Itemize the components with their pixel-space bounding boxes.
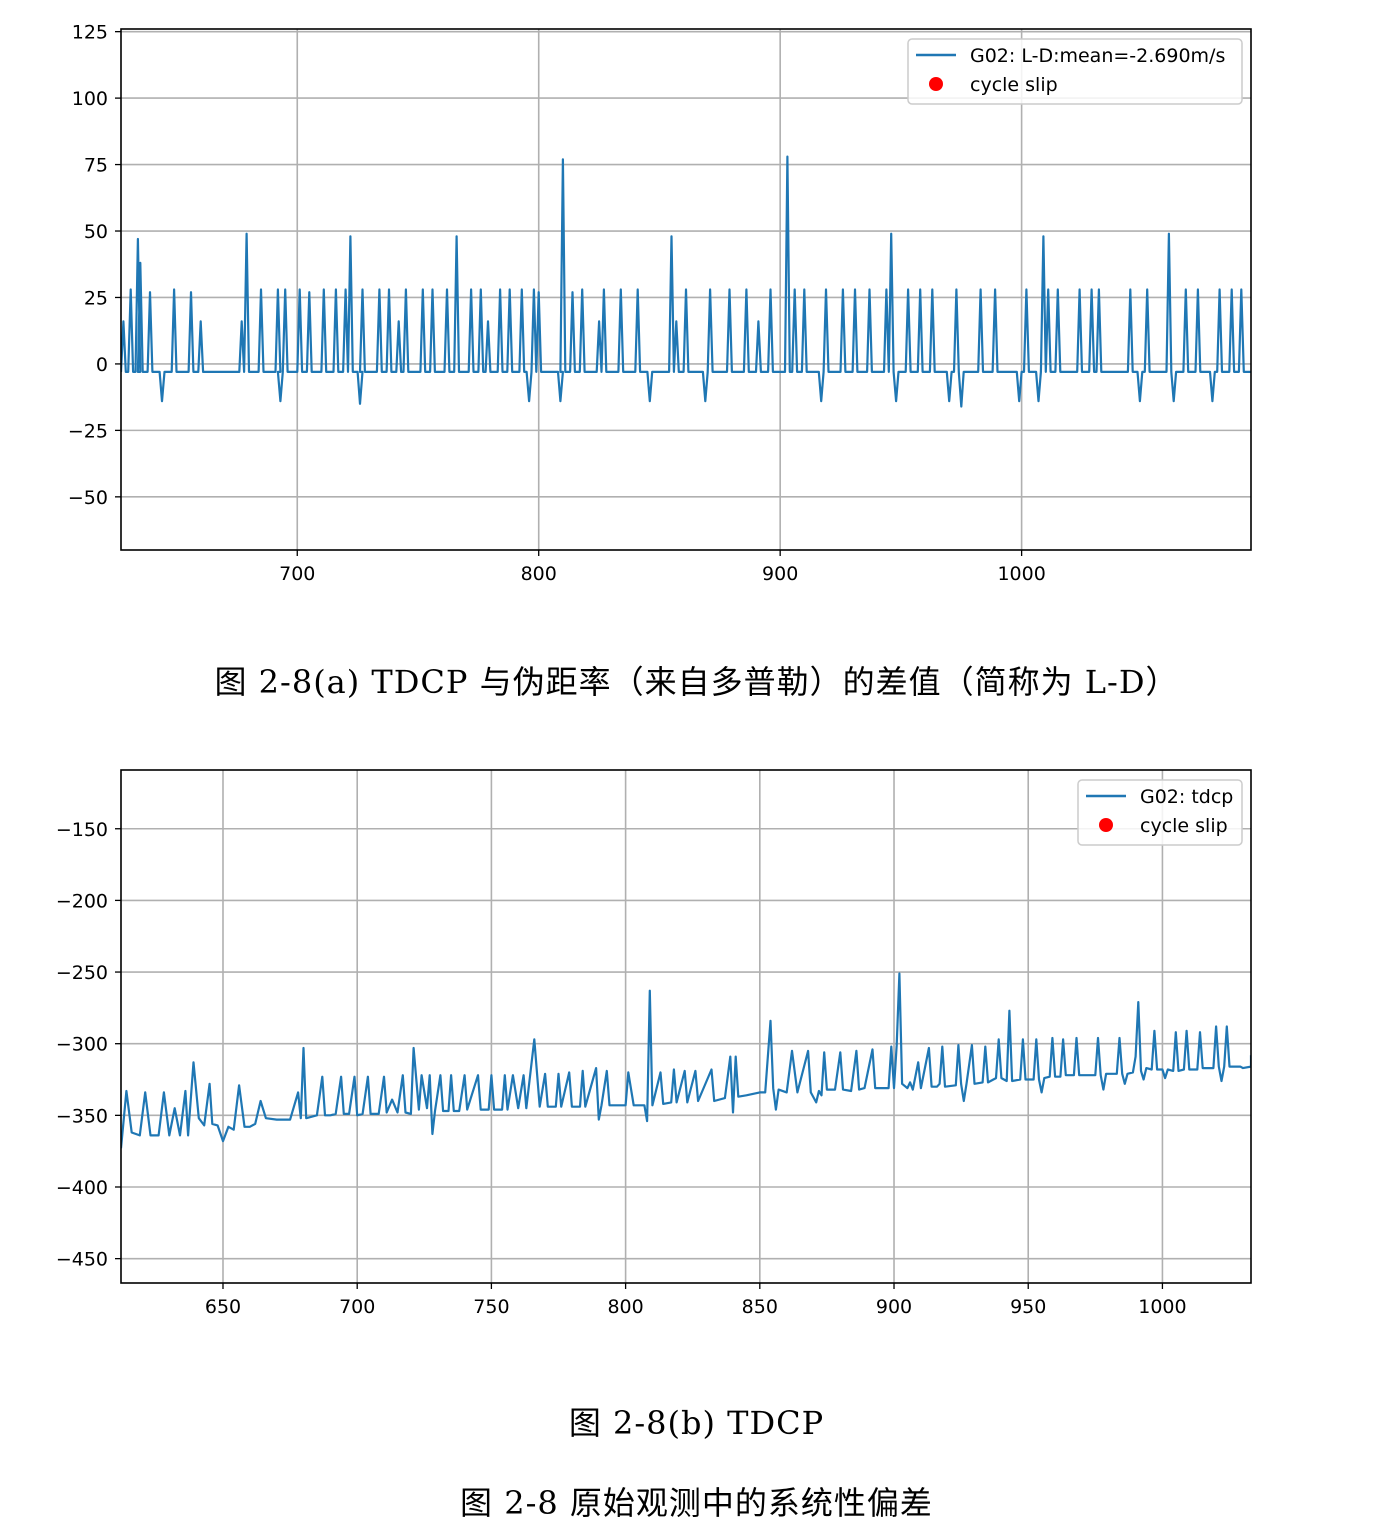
series-line-b <box>121 972 1251 1149</box>
legend-box <box>907 38 1243 105</box>
caption-a: 图 2-8(a) TDCP 与伪距率（来自多普勒）的差值（简称为 L-D） <box>214 663 1179 701</box>
y-tick-label: −25 <box>68 420 108 442</box>
chart-a-svg: 700 800 900 1000 125 100 75 50 25 0 −25 −50 G02: L-D… <box>68 22 1252 585</box>
y-tick-label: 75 <box>84 155 108 177</box>
y-tick-label: −200 <box>56 890 108 912</box>
y-tick-label: 100 <box>72 88 108 110</box>
y-tick-label: −400 <box>56 1177 108 1199</box>
plot-frame <box>120 28 1252 551</box>
y-tick-label: −150 <box>56 819 108 841</box>
legend-label-series: G02: L-D:mean=-2.690m/s <box>970 45 1225 67</box>
x-tick-label: 1000 <box>1138 1296 1186 1318</box>
series-line-a <box>121 155 1251 408</box>
x-tick-label: 950 <box>1010 1296 1046 1318</box>
y-tick-label: 125 <box>72 22 108 44</box>
y-tick-label: −300 <box>56 1034 108 1056</box>
y-tick-label: 25 <box>84 287 108 309</box>
chart-b: 650 700 750 800 850 900 950 1000 −150 −200 −250 −30… <box>0 745 1393 1345</box>
x-tick-label: 800 <box>607 1296 643 1318</box>
x-tick-label: 850 <box>742 1296 778 1318</box>
y-tick-label: 50 <box>84 221 108 243</box>
x-tick-label: 750 <box>473 1296 509 1318</box>
y-tick-label: −50 <box>68 487 108 509</box>
y-tick-label: −450 <box>56 1249 108 1271</box>
x-tick-label: 650 <box>205 1296 241 1318</box>
legend-marker-swatch <box>929 77 943 91</box>
y-tick-label: 0 <box>96 354 108 376</box>
x-tick-label: 1000 <box>997 563 1045 585</box>
legend-marker-swatch <box>1099 818 1113 832</box>
chart-a: 700 800 900 1000 125 100 75 50 25 0 −25 −50 G02: L-D… <box>0 0 1393 600</box>
caption-b: 图 2-8(b) TDCP <box>568 1404 825 1442</box>
x-tick-label: 700 <box>279 563 315 585</box>
plot-frame <box>120 769 1252 1284</box>
x-tick-label: 700 <box>339 1296 375 1318</box>
legend-label-cycle-slip: cycle slip <box>970 74 1058 96</box>
x-tick-label: 900 <box>876 1296 912 1318</box>
chart-b-svg: 650 700 750 800 850 900 950 1000 −150 −200 −250 −30… <box>56 769 1252 1318</box>
legend-label-cycle-slip: cycle slip <box>1140 815 1228 837</box>
legend-label-series: G02: tdcp <box>1140 786 1233 808</box>
x-tick-label: 900 <box>762 563 798 585</box>
y-tick-label: −350 <box>56 1105 108 1127</box>
y-tick-label: −250 <box>56 962 108 984</box>
x-tick-label: 800 <box>521 563 557 585</box>
caption-main: 图 2-8 原始观测中的系统性偏差 <box>460 1484 933 1522</box>
